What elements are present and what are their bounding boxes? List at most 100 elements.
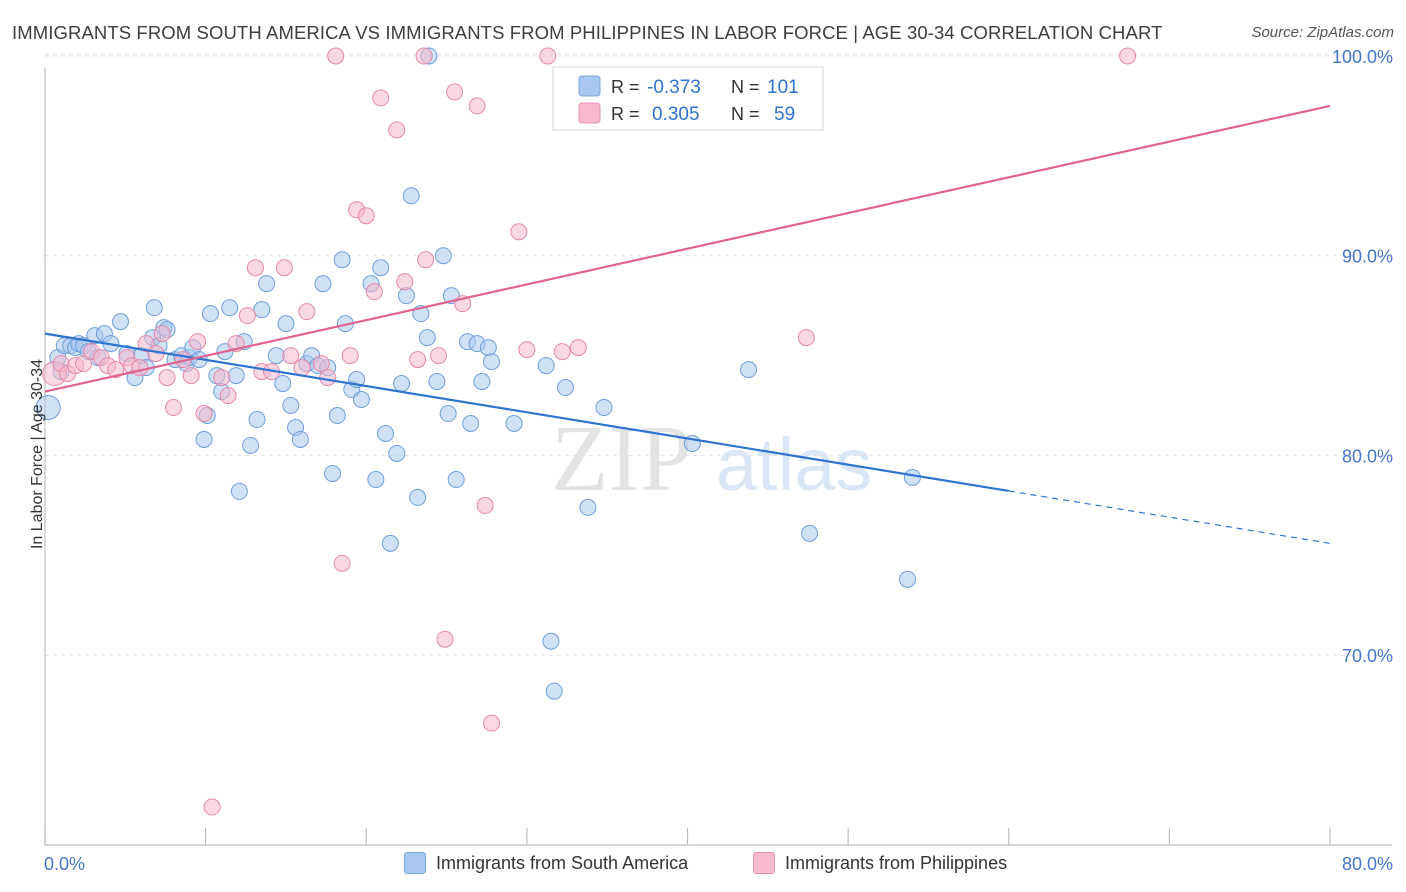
point-south-america-36 xyxy=(227,367,245,385)
point-philippines-14 xyxy=(153,325,171,343)
point-philippines-44 xyxy=(409,351,427,369)
point-philippines-53 xyxy=(483,714,501,732)
point-philippines-34 xyxy=(319,369,337,387)
point-south-america-76 xyxy=(439,405,457,423)
y-tick-label-100: 100.0% xyxy=(1332,47,1393,67)
point-south-america-75 xyxy=(434,247,452,265)
point-philippines-8 xyxy=(107,361,125,379)
point-south-america-35 xyxy=(221,299,239,317)
point-philippines-40 xyxy=(365,283,383,301)
point-south-america-80 xyxy=(462,415,480,433)
point-south-america-72 xyxy=(418,329,436,347)
point-south-america-84 xyxy=(483,353,501,371)
point-philippines-55 xyxy=(518,341,536,359)
trend-south-america-dashed xyxy=(1008,490,1331,544)
legend-r-label-1: R = xyxy=(611,77,640,97)
point-philippines-59 xyxy=(797,329,815,347)
point-south-america-68 xyxy=(397,287,415,305)
point-south-america-0 xyxy=(35,395,61,421)
legend-swatch-blue xyxy=(578,75,601,97)
point-philippines-54 xyxy=(510,223,528,241)
point-south-america-94 xyxy=(801,524,819,542)
x-tick-label-max: 80.0% xyxy=(1342,854,1393,874)
point-south-america-95 xyxy=(899,570,917,588)
point-south-america-54 xyxy=(324,464,342,482)
point-south-america-42 xyxy=(258,275,276,293)
legend-n-value-1: 101 xyxy=(767,77,799,98)
source-label: Source: ZipAtlas.com xyxy=(1251,24,1394,41)
point-south-america-56 xyxy=(333,251,351,269)
point-philippines-46 xyxy=(417,251,435,269)
legend-label-philippines: Immigrants from Philippines xyxy=(785,852,1008,873)
point-south-america-88 xyxy=(545,682,563,700)
point-philippines-56 xyxy=(539,47,557,65)
point-philippines-57 xyxy=(553,343,571,361)
point-south-america-40 xyxy=(248,411,266,429)
point-south-america-31 xyxy=(201,305,219,323)
point-south-america-82 xyxy=(473,373,491,391)
x-axis-ticks xyxy=(44,828,1331,845)
point-south-america-96 xyxy=(903,468,921,486)
point-south-america-83 xyxy=(479,339,497,357)
point-philippines-26 xyxy=(246,259,264,277)
point-south-america-74 xyxy=(428,373,446,391)
legend-swatch-south-america xyxy=(404,852,426,874)
trend-lines xyxy=(44,104,1331,544)
legend-n-label-1: N = xyxy=(731,77,760,97)
point-south-america-43 xyxy=(267,347,285,365)
zipatlas-watermark: ZIP atlas xyxy=(551,407,872,511)
point-south-america-60 xyxy=(352,391,370,409)
legend-r-value-1: -0.373 xyxy=(647,77,701,98)
point-philippines-48 xyxy=(436,630,454,648)
point-philippines-33 xyxy=(312,355,330,373)
legend-swatch-philippines xyxy=(753,852,775,874)
x-tick-label-min: 0.0% xyxy=(44,854,85,874)
point-south-america-93 xyxy=(740,361,758,379)
point-philippines-22 xyxy=(213,369,231,387)
point-philippines-47 xyxy=(430,347,448,365)
point-philippines-39 xyxy=(357,207,375,225)
point-south-america-90 xyxy=(579,498,597,516)
point-philippines-36 xyxy=(333,554,351,572)
point-philippines-51 xyxy=(468,97,486,115)
legend-label-south-america: Immigrants from South America xyxy=(436,852,689,873)
point-philippines-42 xyxy=(388,121,406,139)
y-tick-label-80: 80.0% xyxy=(1342,446,1393,466)
point-south-america-13 xyxy=(111,313,129,331)
series-legend: Immigrants from South America Immigrants… xyxy=(0,852,1406,878)
point-south-america-48 xyxy=(291,430,309,448)
trend-south-america-solid xyxy=(44,332,1009,493)
point-south-america-67 xyxy=(393,375,411,393)
y-tick-labels: 70.0% 80.0% 90.0% 100.0% xyxy=(1332,47,1393,666)
point-philippines-49 xyxy=(446,83,464,101)
point-south-america-62 xyxy=(367,470,385,488)
point-philippines-20 xyxy=(195,405,213,423)
point-south-america-85 xyxy=(505,415,523,433)
legend-swatch-pink xyxy=(578,102,601,124)
point-south-america-86 xyxy=(537,357,555,375)
watermark-zip: ZIP xyxy=(551,407,692,511)
legend-item-philippines: Immigrants from Philippines xyxy=(753,852,1007,874)
legend-r-label-2: R = xyxy=(611,104,640,124)
axes xyxy=(44,68,1392,846)
point-philippines-4 xyxy=(75,355,93,373)
legend-item-south-america: Immigrants from South America xyxy=(404,852,688,874)
point-philippines-30 xyxy=(282,347,300,365)
point-south-america-64 xyxy=(377,424,395,442)
point-south-america-44 xyxy=(274,375,292,393)
point-philippines-41 xyxy=(372,89,390,107)
point-philippines-58 xyxy=(569,339,587,357)
point-south-america-41 xyxy=(253,301,271,319)
grid-lines xyxy=(45,53,1392,656)
y-tick-label-90: 90.0% xyxy=(1342,247,1393,267)
point-philippines-15 xyxy=(158,369,176,387)
point-south-america-63 xyxy=(372,259,390,277)
point-philippines-29 xyxy=(275,259,293,277)
legend-r-value-2: 0.305 xyxy=(652,104,700,125)
trend-philippines xyxy=(44,104,1331,393)
point-philippines-16 xyxy=(165,399,182,417)
point-south-america-52 xyxy=(314,275,332,293)
point-south-america-87 xyxy=(542,632,560,650)
point-south-america-19 xyxy=(145,299,163,317)
